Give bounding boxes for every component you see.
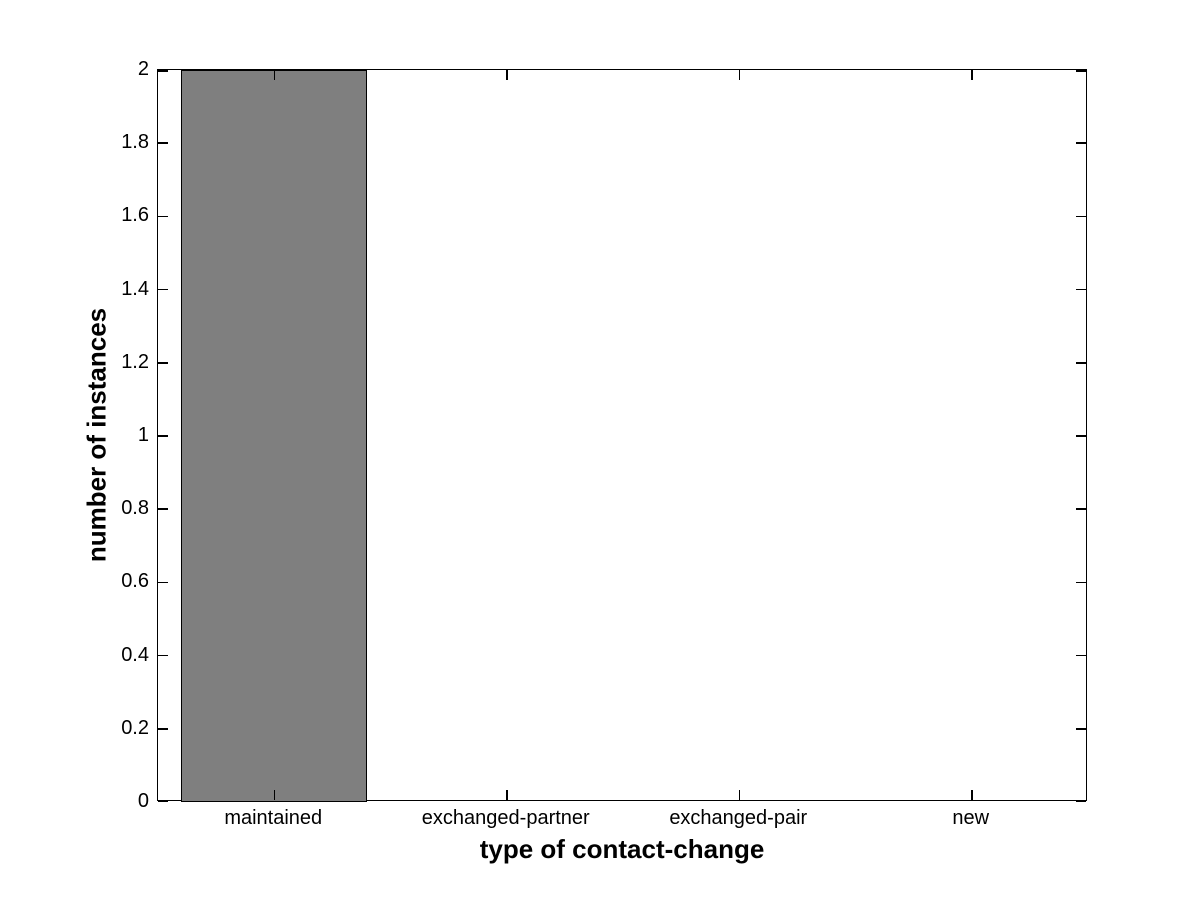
x-tick-label-exchanged-partner: exchanged-partner bbox=[421, 807, 590, 829]
y-tick-label: 1.8 bbox=[121, 131, 149, 154]
y-tick-right bbox=[1076, 70, 1086, 72]
y-tick-right bbox=[1076, 288, 1086, 291]
x-tick-bottom bbox=[971, 790, 973, 800]
y-tick-left bbox=[158, 142, 168, 144]
x-axis-label: type of contact-change bbox=[479, 834, 765, 864]
y-tick-label: 1.4 bbox=[121, 277, 149, 300]
y-tick-label: 2 bbox=[137, 58, 149, 80]
y-tick-label: 1.6 bbox=[121, 204, 149, 227]
y-tick-right bbox=[1076, 215, 1086, 218]
y-tick-right bbox=[1076, 362, 1086, 364]
y-tick-label: 1 bbox=[137, 424, 149, 446]
x-tick-bottom bbox=[506, 790, 508, 800]
y-tick-left bbox=[158, 435, 168, 437]
x-tick-label-exchanged-pair: exchanged-pair bbox=[669, 807, 808, 829]
x-tick-label-new: new bbox=[952, 807, 990, 829]
x-tick-bottom bbox=[738, 790, 740, 800]
y-tick-left bbox=[158, 288, 168, 291]
y-tick-label: 1.2 bbox=[121, 350, 149, 373]
x-tick-bottom bbox=[273, 790, 275, 800]
y-tick-label: 0.2 bbox=[121, 716, 149, 739]
y-tick-left bbox=[158, 800, 168, 802]
x-tick-top bbox=[273, 70, 275, 80]
y-tick-label: 0 bbox=[137, 790, 149, 812]
x-tick-top bbox=[506, 70, 508, 80]
y-tick-left bbox=[158, 581, 168, 584]
y-tick-left bbox=[158, 654, 168, 657]
x-tick-top bbox=[738, 70, 740, 80]
plot-area bbox=[157, 69, 1087, 802]
x-tick-top bbox=[971, 70, 973, 80]
bar-maintained bbox=[181, 70, 368, 802]
x-tick-label-maintained: maintained bbox=[224, 807, 323, 829]
y-tick-right bbox=[1076, 654, 1086, 657]
y-tick-left bbox=[158, 362, 168, 364]
y-tick-left bbox=[158, 728, 168, 730]
y-tick-right bbox=[1076, 435, 1086, 437]
y-tick-label: 0.8 bbox=[121, 497, 149, 520]
y-tick-right bbox=[1076, 581, 1086, 584]
y-tick-label: 0.6 bbox=[121, 570, 149, 593]
y-tick-right bbox=[1076, 800, 1086, 802]
y-tick-label: 0.4 bbox=[121, 643, 149, 666]
y-tick-left bbox=[158, 508, 168, 510]
y-tick-left bbox=[158, 215, 168, 218]
y-tick-right bbox=[1076, 508, 1086, 510]
y-tick-right bbox=[1076, 728, 1086, 730]
y-tick-left bbox=[158, 70, 168, 72]
y-tick-right bbox=[1076, 142, 1086, 144]
